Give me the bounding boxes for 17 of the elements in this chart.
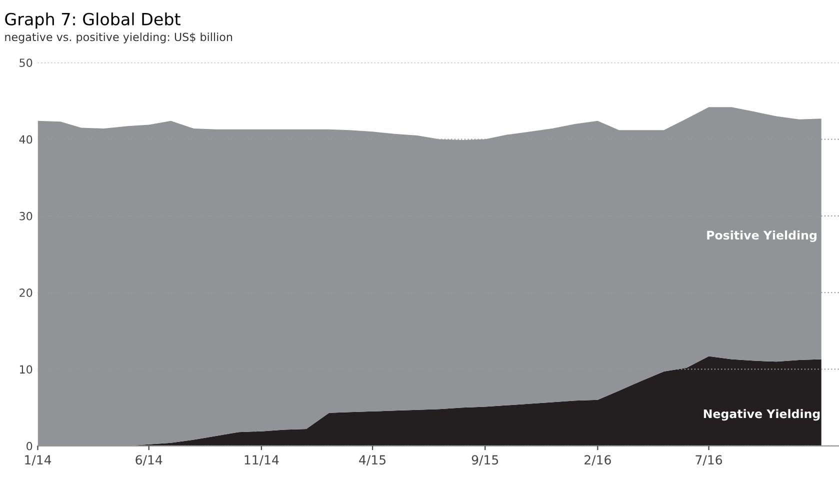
x-tick-label: 1/14 <box>25 455 52 466</box>
x-tick-label: 4/15 <box>359 455 386 466</box>
y-tick-label: 0 <box>26 442 32 450</box>
y-tick-label: 10 <box>20 365 32 374</box>
x-tick-label: 7/16 <box>696 455 722 466</box>
y-tick-label: 20 <box>20 288 32 297</box>
chart-title: Graph 7: Global Debt <box>5 12 180 29</box>
x-tick-label: 2/16 <box>584 455 611 466</box>
x-tick-label: 6/14 <box>136 455 162 466</box>
x-tick-label: 9/15 <box>472 455 498 466</box>
y-tick-label: 30 <box>20 212 32 220</box>
series-label: Positive Yielding <box>707 230 816 242</box>
series-label: Negative Yielding <box>704 409 820 421</box>
chart-subtitle: negative vs. positive yielding: US$ billion <box>5 32 232 44</box>
y-tick-label: 40 <box>19 135 32 144</box>
x-tick-label: 11/14 <box>244 455 279 466</box>
y-tick-label: 50 <box>20 58 32 68</box>
